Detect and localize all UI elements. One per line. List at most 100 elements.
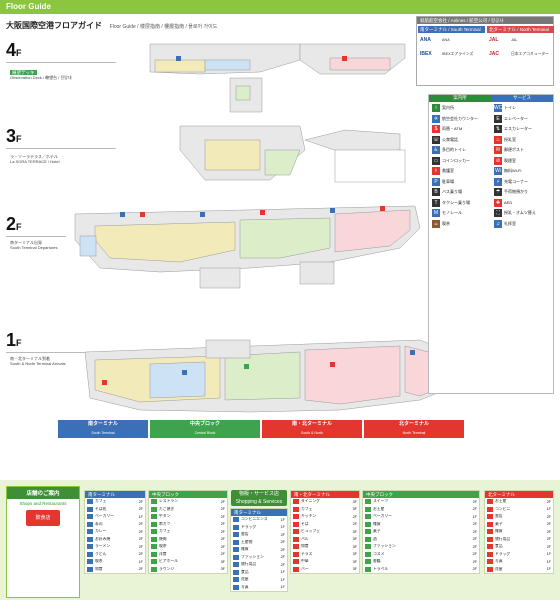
shop-floor: 2F	[220, 507, 225, 512]
shop-row[interactable]: ダイニング 3F	[291, 498, 359, 506]
shop-row[interactable]: ファッション 2F	[231, 554, 287, 562]
shop-row[interactable]: 写真 1F	[485, 558, 553, 566]
shop-row[interactable]: たこ焼き 2F	[149, 506, 227, 514]
shop-row[interactable]: 花屋 1F	[231, 576, 287, 584]
shop-row[interactable]: ファッション 2F	[363, 543, 479, 551]
shop-row[interactable]: カフェ 3F	[291, 506, 359, 514]
shop-row[interactable]: お土産 2F	[485, 498, 553, 506]
shop-row[interactable]: 喫茶 1F	[85, 558, 145, 566]
shop-row[interactable]: 食品 2F	[485, 543, 553, 551]
restaurant-badge: 飲食店	[26, 510, 60, 526]
shop-row[interactable]: 書籍 2F	[363, 558, 479, 566]
shop-row[interactable]: 雑貨 2F	[363, 521, 479, 529]
shop-floor: 2F	[546, 529, 551, 534]
directory-panel-head: 南・北ターミナル	[291, 491, 359, 498]
shop-row[interactable]: コンビニ 1F	[485, 506, 553, 514]
shop-row[interactable]: カフェ 2F	[149, 528, 227, 536]
legend-head-right: サービス	[491, 95, 553, 102]
shop-name: ビュッフェ	[301, 529, 320, 534]
shop-marker	[487, 544, 493, 550]
floor-1f-map[interactable]	[84, 339, 471, 413]
airline-logo: ANA	[420, 36, 431, 43]
legend-col-left: i 案内所 ✈ 航空会社カウンター $ 両替・ATM ☏ 公衆電話 ♿ 多目的トイレ ▭ コインロッカ…	[430, 103, 492, 229]
shop-row[interactable]: テラス 3F	[291, 551, 359, 559]
shop-row[interactable]: 牛タン 2F	[149, 513, 227, 521]
terminal-strip[interactable]: 南・北ターミナル South & North	[262, 420, 362, 438]
shop-floor: 1F	[280, 577, 285, 582]
shop-row[interactable]: 洋食 2F	[149, 551, 227, 559]
shop-row[interactable]: バル 3F	[291, 536, 359, 544]
shop-row[interactable]: 旅行用品 2F	[485, 536, 553, 544]
shop-row[interactable]: キッチン 2F	[291, 513, 359, 521]
terminal-strip[interactable]: 北ターミナル North Terminal	[364, 420, 464, 438]
shop-row[interactable]: 土産物 2F	[231, 539, 287, 547]
shop-row[interactable]: バー 3F	[291, 566, 359, 574]
shop-row[interactable]: ビュッフェ 3F	[291, 528, 359, 536]
shop-row[interactable]: ラウンジ 3F	[149, 566, 227, 574]
floor-2f-map[interactable]	[74, 205, 421, 289]
shop-marker	[233, 532, 239, 538]
shop-row[interactable]: スイーツ 2F	[363, 498, 479, 506]
shop-row[interactable]: カフェ 2F	[85, 498, 145, 506]
shop-row[interactable]: うどん 2F	[85, 551, 145, 559]
shop-row[interactable]: 和食 3F	[291, 543, 359, 551]
shop-name: 写真	[241, 584, 249, 589]
shop-row[interactable]: 雑貨 2F	[485, 528, 553, 536]
shop-row[interactable]: 菓子 2F	[363, 528, 479, 536]
shop-row[interactable]: 中華 3F	[291, 558, 359, 566]
shop-row[interactable]: ベーカリー 1F	[363, 513, 479, 521]
airline-col-title: 南ターミナル / South Terminal	[418, 26, 485, 33]
shop-row[interactable]: コスメ 2F	[363, 551, 479, 559]
floor-4f-map[interactable]	[149, 43, 406, 113]
shop-row[interactable]: 書店 2F	[231, 531, 287, 539]
shop-floor: 2F	[546, 537, 551, 542]
shop-row[interactable]: 旅行用品 2F	[231, 561, 287, 569]
shop-row[interactable]: そば 2F	[291, 521, 359, 529]
shop-row[interactable]: 花屋 1F	[485, 566, 553, 574]
shop-row[interactable]: 書店 2F	[485, 513, 553, 521]
shop-row[interactable]: レストラン 2F	[149, 498, 227, 506]
legend-item: WC トイレ	[492, 103, 554, 114]
shop-floor: 2F	[472, 559, 477, 564]
shop-row[interactable]: ラーメン 2F	[85, 543, 145, 551]
shop-row[interactable]: 和食 2F	[85, 566, 145, 574]
shop-row[interactable]: 雑貨 2F	[231, 546, 287, 554]
airline-row[interactable]: ANA ANA	[418, 33, 485, 47]
shop-marker	[293, 521, 299, 527]
shop-row[interactable]: 酒 2F	[363, 536, 479, 544]
shop-floor: 1F	[280, 585, 285, 590]
shop-marker	[293, 529, 299, 535]
shop-row[interactable]: 寿司 2F	[85, 521, 145, 529]
shop-row[interactable]: 菓子 2F	[485, 521, 553, 529]
shop-row[interactable]: そば処 2F	[85, 506, 145, 514]
shop-marker	[233, 577, 239, 583]
shop-row[interactable]: ベーカリー 1F	[85, 513, 145, 521]
airline-box: 就航航空会社 / Airlines / 航空公司 / 항공사 南ターミナル / …	[416, 16, 554, 86]
shop-floor: 1F	[138, 514, 143, 519]
shop-row[interactable]: カレー 2F	[85, 528, 145, 536]
shop-row[interactable]: コンビニエンス 1F	[231, 516, 287, 524]
shop-row[interactable]: 串カツ 2F	[149, 521, 227, 529]
airline-row[interactable]: IBEX IBEXエアラインズ	[418, 47, 485, 61]
shop-row[interactable]: 食品 1F	[231, 569, 287, 577]
shop-row[interactable]: お好み焼 2F	[85, 536, 145, 544]
directory-panel-head: 南ターミナル	[231, 509, 287, 516]
legend-item: B バス乗り場	[430, 187, 492, 198]
shop-row[interactable]: ドラッグ 1F	[231, 524, 287, 532]
shop-marker	[233, 524, 239, 530]
floor-label-3f: 3F	[6, 126, 22, 147]
terminal-strip[interactable]: 中央ブロック Central Block	[150, 420, 260, 438]
floor-3f-map[interactable]	[179, 125, 406, 183]
airline-row[interactable]: JAL JAL	[487, 33, 554, 47]
shop-row[interactable]: トラベル 2F	[363, 566, 479, 574]
shop-row[interactable]: 写真 1F	[231, 584, 287, 592]
shop-floor: 2F	[352, 514, 357, 519]
shop-marker	[293, 506, 299, 512]
shop-row[interactable]: 焼肉 2F	[149, 536, 227, 544]
airline-row[interactable]: JAC 日本エアコミューター	[487, 47, 554, 61]
shop-row[interactable]: ビアホール 3F	[149, 558, 227, 566]
shop-row[interactable]: お土産 2F	[363, 506, 479, 514]
terminal-strip[interactable]: 南ターミナル South Terminal	[58, 420, 148, 438]
shop-row[interactable]: ドラッグ 1F	[485, 551, 553, 559]
shop-row[interactable]: 喫茶 2F	[149, 543, 227, 551]
